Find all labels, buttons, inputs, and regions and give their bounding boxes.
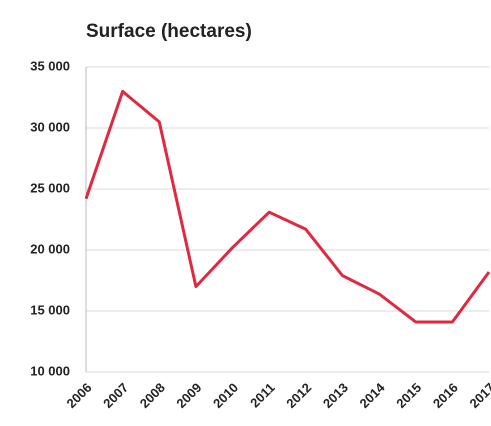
x-tick-label: 2009 [173, 380, 204, 411]
x-tick-label: 2014 [357, 379, 389, 411]
chart-title: Surface (hectares) [86, 21, 252, 42]
x-tick-label: 2012 [283, 380, 314, 411]
y-tick-label: 30 000 [30, 119, 70, 134]
x-tick-label: 2007 [100, 380, 131, 411]
x-tick-label: 2006 [63, 380, 94, 411]
x-tick-label: 2010 [210, 380, 241, 411]
x-tick-label: 2011 [247, 380, 278, 411]
x-tick-label: 2013 [320, 380, 351, 411]
y-tick-label: 15 000 [30, 302, 70, 317]
x-tick-label: 2016 [430, 380, 461, 411]
x-tick-label: 2015 [393, 380, 424, 411]
line [84, 89, 491, 324]
x-tick-label: 2008 [137, 380, 168, 411]
y-tick-label: 20 000 [30, 241, 70, 256]
x-tick-label: 2017 [466, 380, 491, 411]
y-tick-label: 25 000 [30, 180, 70, 195]
y-tick-label: 10 000 [30, 363, 70, 378]
y-tick-label: 35 000 [30, 58, 70, 73]
